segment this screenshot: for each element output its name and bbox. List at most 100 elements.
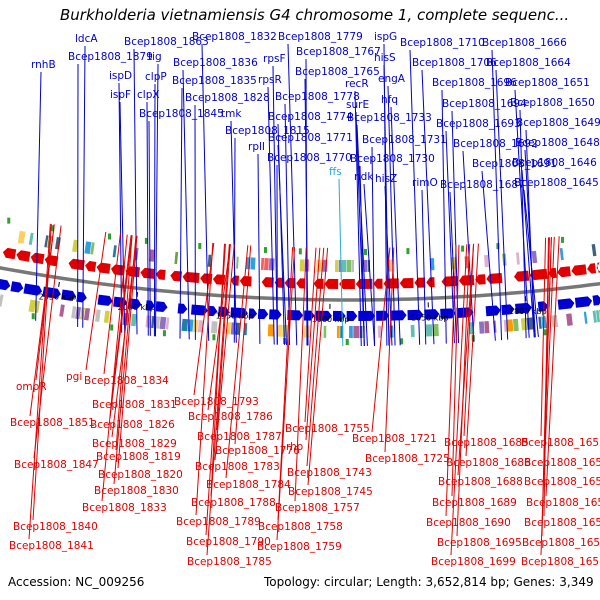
track-marker bbox=[51, 225, 55, 232]
forward-leader-line bbox=[230, 120, 237, 343]
forward-leader-line bbox=[146, 101, 149, 336]
forward-leader-line bbox=[287, 43, 298, 346]
forward-gene-label: Bcep1808_1832 bbox=[192, 31, 277, 43]
forward-leader-line bbox=[153, 83, 156, 337]
cog-box bbox=[28, 232, 34, 246]
cog-box bbox=[17, 230, 26, 244]
reverse-gene-label: Bcep1808_1787 bbox=[197, 431, 282, 443]
forward-gene bbox=[501, 304, 515, 316]
reverse-gene-label: Bcep1808_1790 bbox=[186, 536, 271, 548]
reverse-gene bbox=[373, 278, 383, 289]
reverse-leader-line bbox=[305, 247, 321, 441]
forward-leader-line bbox=[421, 189, 427, 345]
forward-leader-line bbox=[421, 69, 435, 345]
cog-box bbox=[506, 319, 514, 332]
forward-gene bbox=[269, 309, 282, 320]
reverse-gene-label: Bcep1808_1851 bbox=[10, 417, 95, 429]
reverse-gene bbox=[261, 277, 274, 288]
forward-gene-label: Bcep1808_1815 bbox=[225, 125, 310, 137]
forward-gene-label: ispF bbox=[110, 89, 131, 101]
reverse-gene-label: Bcep1808_1743 bbox=[287, 467, 372, 479]
label-leader-lines bbox=[28, 43, 560, 556]
cog-box bbox=[130, 313, 137, 327]
cog-box bbox=[84, 241, 92, 255]
track-marker bbox=[543, 329, 547, 336]
cog-box bbox=[512, 318, 519, 332]
cog-box bbox=[516, 252, 520, 265]
cog-box bbox=[363, 259, 368, 272]
reverse-gene-label: Bcep1808_1785 bbox=[187, 556, 272, 568]
forward-leader-line bbox=[133, 48, 138, 335]
track-marker bbox=[561, 236, 565, 243]
forward-gene-label: Bcep1808_1693 bbox=[436, 118, 521, 130]
forward-gene-label: Bcep1808_1687 bbox=[440, 179, 525, 191]
scale-tick-label: 1900 kbp bbox=[312, 315, 350, 324]
cog-box bbox=[351, 259, 355, 272]
forward-gene bbox=[456, 307, 474, 319]
reverse-gene-label: Bcep1808_1653 bbox=[524, 457, 600, 469]
cog-box bbox=[59, 304, 65, 317]
reverse-gene-label: Bcep1808_1759 bbox=[257, 541, 342, 553]
reverse-leader-line bbox=[294, 247, 307, 502]
reverse-gene bbox=[239, 276, 252, 287]
forward-leader-line bbox=[491, 49, 503, 341]
reverse-gene bbox=[284, 278, 296, 289]
forward-leader-line bbox=[387, 85, 396, 346]
forward-gene-label: Bcep1808_1666 bbox=[482, 37, 567, 49]
reverse-gene-label: Bcep1808_1652 bbox=[521, 437, 600, 449]
reverse-gene-label: Bcep1808_1725 bbox=[365, 453, 450, 465]
forward-gene-label: rpsF bbox=[263, 53, 286, 65]
reverse-leader-line bbox=[85, 231, 107, 371]
cog-box bbox=[210, 321, 218, 334]
reverse-gene-label: Bcep1808_1826 bbox=[90, 419, 175, 431]
forward-gene-label: Bcep1808_1649 bbox=[516, 117, 600, 129]
forward-leader-line bbox=[390, 106, 401, 346]
track-marker bbox=[345, 338, 349, 345]
cog-box bbox=[566, 313, 573, 326]
reverse-leader-line bbox=[384, 247, 395, 453]
cog-box bbox=[250, 257, 256, 270]
cog-box bbox=[0, 294, 4, 307]
forward-gene-label: Bcep1808_1692 bbox=[453, 138, 538, 150]
cog-box bbox=[71, 306, 77, 319]
accession-value: NC_009256 bbox=[75, 575, 145, 589]
track-marker bbox=[198, 242, 202, 249]
forward-gene-label: Bcep1808_1771 bbox=[268, 132, 353, 144]
forward-gene-label: Bcep1808_1646 bbox=[512, 157, 597, 169]
forward-gene bbox=[346, 310, 358, 321]
forward-gene bbox=[537, 301, 549, 312]
forward-leader-line bbox=[441, 89, 447, 344]
reverse-gene-label: Bcep1808_1840 bbox=[13, 521, 98, 533]
reverse-gene-label: Bcep1808_1834 bbox=[84, 375, 169, 387]
cog-box bbox=[338, 259, 341, 272]
reverse-gene-label: Bcep1808_1657 bbox=[522, 537, 600, 549]
forward-gene bbox=[177, 303, 188, 314]
reverse-leader-line bbox=[207, 244, 231, 411]
reverse-leader-line bbox=[304, 247, 317, 423]
cog-box bbox=[595, 310, 600, 323]
track-marker bbox=[298, 248, 302, 255]
reverse-gene bbox=[475, 274, 486, 285]
reverse-leader-line bbox=[101, 234, 128, 502]
scale-tick bbox=[58, 281, 60, 287]
reverse-gene-label: Bcep1808_1833 bbox=[82, 502, 167, 514]
reverse-leader-line bbox=[451, 244, 460, 497]
cog-box bbox=[47, 235, 53, 249]
cog-box bbox=[165, 317, 170, 330]
cog-box bbox=[353, 325, 360, 338]
forward-gene-label: Bcep1808_1828 bbox=[185, 92, 270, 104]
track-marker bbox=[110, 324, 114, 331]
reverse-gene-label: Bcep1808_1784 bbox=[206, 479, 291, 491]
forward-gene-label: Bcep1808_1879 bbox=[68, 51, 153, 63]
reverse-gene-label: Bcep1808_1793 bbox=[174, 396, 259, 408]
forward-gene-label: surE bbox=[346, 99, 369, 111]
reverse-gene-label: Bcep1808_1841 bbox=[9, 540, 94, 552]
reverse-gene-label: Bcep1808_1688 bbox=[438, 476, 523, 488]
forward-gene bbox=[208, 305, 218, 317]
reverse-gene-label: Bcep1808_1658 bbox=[521, 556, 600, 568]
reverse-gene-label: Bcep1808_1789 bbox=[176, 516, 261, 528]
forward-leader-line bbox=[354, 90, 362, 346]
reverse-leader-line bbox=[456, 244, 471, 537]
forward-gene bbox=[10, 281, 24, 293]
reverse-gene-label: Bcep1808_1695 bbox=[437, 537, 522, 549]
